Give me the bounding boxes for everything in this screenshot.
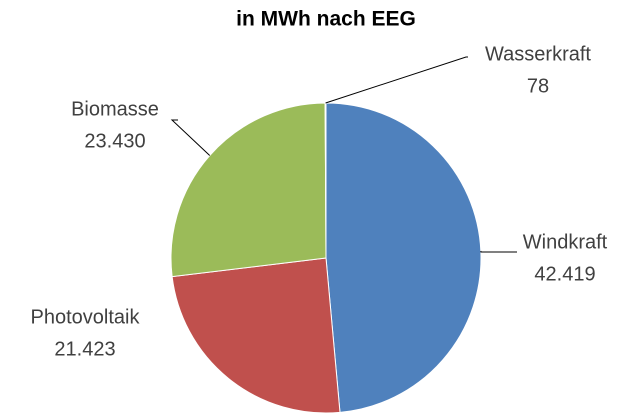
pie-slice <box>170 102 327 278</box>
pie-slice <box>171 257 341 414</box>
leader-line <box>325 56 468 104</box>
slice-label: Biomasse <box>71 98 159 120</box>
slice-label: Wasserkraft <box>485 43 591 65</box>
leader-line <box>480 250 517 253</box>
slice-label: Photovoltaik <box>31 306 141 328</box>
slice-value-label: 42.419 <box>534 263 595 285</box>
pie-slice <box>325 102 482 413</box>
slice-value-label: 21.423 <box>54 338 115 360</box>
slice-value-label: 23.430 <box>84 130 145 152</box>
leader-line <box>170 119 211 156</box>
slice-value-label: 78 <box>527 75 549 97</box>
chart-title: in MWh nach EEG <box>236 8 416 31</box>
slice-label: Windkraft <box>523 231 608 253</box>
